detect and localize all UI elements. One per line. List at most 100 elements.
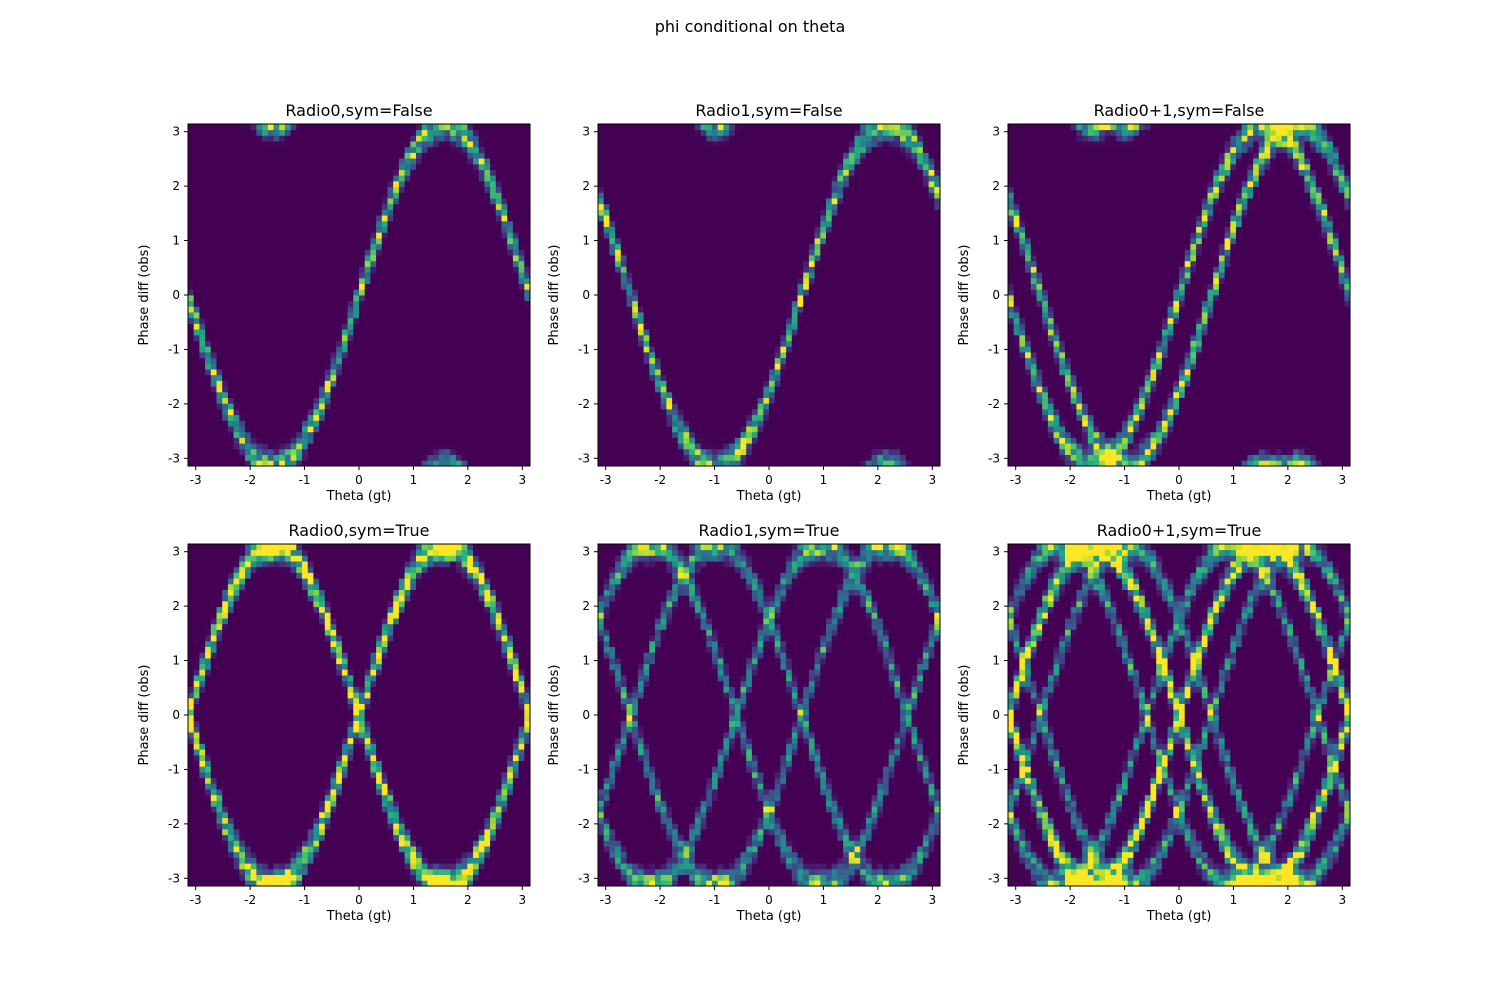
heatmap-cell (227, 272, 234, 279)
heatmap-cell (455, 175, 462, 182)
heatmap-cell (393, 363, 400, 370)
heatmap-cell (330, 192, 337, 199)
heatmap-cell (444, 289, 451, 296)
heatmap-cell (370, 374, 377, 381)
heatmap-cell (347, 249, 354, 256)
heatmap-cell (490, 192, 497, 199)
heatmap-cell (689, 175, 696, 182)
heatmap-cell (518, 295, 525, 302)
heatmap-cell (376, 448, 383, 455)
heatmap-cell (279, 198, 286, 205)
heatmap-cell (683, 334, 690, 341)
heatmap-cell (307, 141, 314, 148)
heatmap-cell (501, 334, 508, 341)
heatmap-cell (381, 431, 388, 438)
heatmap-cell (501, 460, 508, 467)
heatmap-cell (444, 272, 451, 279)
heatmap-cell (324, 420, 331, 427)
heatmap-cell (284, 255, 291, 262)
heatmap-cell (700, 266, 707, 273)
heatmap-cell (615, 181, 622, 188)
heatmap-cell (296, 146, 303, 153)
heatmap-cell (410, 448, 417, 455)
heatmap-cell (205, 163, 212, 170)
heatmap-cell (683, 312, 690, 319)
heatmap-cell (319, 454, 326, 461)
heatmap-cell (364, 448, 371, 455)
heatmap-cell (603, 232, 610, 239)
heatmap-cell (421, 443, 428, 450)
heatmap-cell (330, 181, 337, 188)
heatmap-cell (341, 124, 348, 131)
heatmap-cell (626, 397, 633, 404)
heatmap-cell (717, 300, 724, 307)
y-tick-label: -1 (168, 342, 180, 356)
heatmap-cell (347, 141, 354, 148)
heatmap-cell (723, 403, 730, 410)
heatmap-cell (490, 283, 497, 290)
heatmap-cell (450, 300, 457, 307)
heatmap-cell (216, 192, 223, 199)
heatmap-cell (284, 186, 291, 193)
heatmap-cell (341, 460, 348, 467)
heatmap-cell (216, 420, 223, 427)
heatmap-cell (507, 209, 514, 216)
heatmap-cell (364, 181, 371, 188)
heatmap-cell (518, 135, 525, 142)
heatmap-cell (501, 146, 508, 153)
heatmap-cell (324, 209, 331, 216)
heatmap-cell (512, 334, 519, 341)
heatmap-cell (416, 403, 423, 410)
heatmap-cell (450, 209, 457, 216)
heatmap-cell (387, 420, 394, 427)
heatmap-cell (501, 391, 508, 398)
heatmap-cell (239, 317, 246, 324)
heatmap-cell (330, 135, 337, 142)
heatmap-cell (467, 329, 474, 336)
heatmap-cell (473, 135, 480, 142)
heatmap-cell (347, 295, 354, 302)
heatmap-cell (632, 215, 639, 222)
heatmap-cell (273, 198, 280, 205)
heatmap-cell (455, 317, 462, 324)
heatmap-cell (302, 363, 309, 370)
heatmap-cell (359, 323, 366, 330)
heatmap-cell (683, 243, 690, 250)
heatmap-cell (620, 215, 627, 222)
heatmap-cell (620, 403, 627, 410)
heatmap-cell (706, 220, 713, 227)
heatmap-cell (666, 215, 673, 222)
heatmap-cell (324, 374, 331, 381)
heatmap-cell (307, 232, 314, 239)
heatmap-cell (364, 209, 371, 216)
heatmap-cell (598, 124, 605, 131)
heatmap-cell (284, 175, 291, 182)
heatmap-cell (700, 420, 707, 427)
heatmap-cell (256, 158, 263, 165)
heatmap-cell (694, 209, 701, 216)
heatmap-cell (433, 346, 440, 353)
heatmap-cell (473, 243, 480, 250)
heatmap-cell (660, 163, 667, 170)
heatmap-cell (467, 192, 474, 199)
heatmap-cell (637, 192, 644, 199)
heatmap-cell (620, 363, 627, 370)
heatmap-cell (284, 198, 291, 205)
heatmap-cell (302, 312, 309, 319)
heatmap-cell (438, 323, 445, 330)
heatmap-cell (393, 169, 400, 176)
heatmap-cell (712, 386, 719, 393)
heatmap-cell (455, 460, 462, 467)
heatmap-cell (626, 243, 633, 250)
heatmap-cell (677, 255, 684, 262)
heatmap-cell (637, 169, 644, 176)
heatmap-cell (712, 283, 719, 290)
heatmap-cell (387, 300, 394, 307)
heatmap-cell (427, 238, 434, 245)
heatmap-cell (609, 454, 616, 461)
heatmap-cell (324, 277, 331, 284)
heatmap-cell (222, 255, 229, 262)
heatmap-cell (655, 397, 662, 404)
heatmap-cell (296, 129, 303, 136)
heatmap-cell (467, 431, 474, 438)
